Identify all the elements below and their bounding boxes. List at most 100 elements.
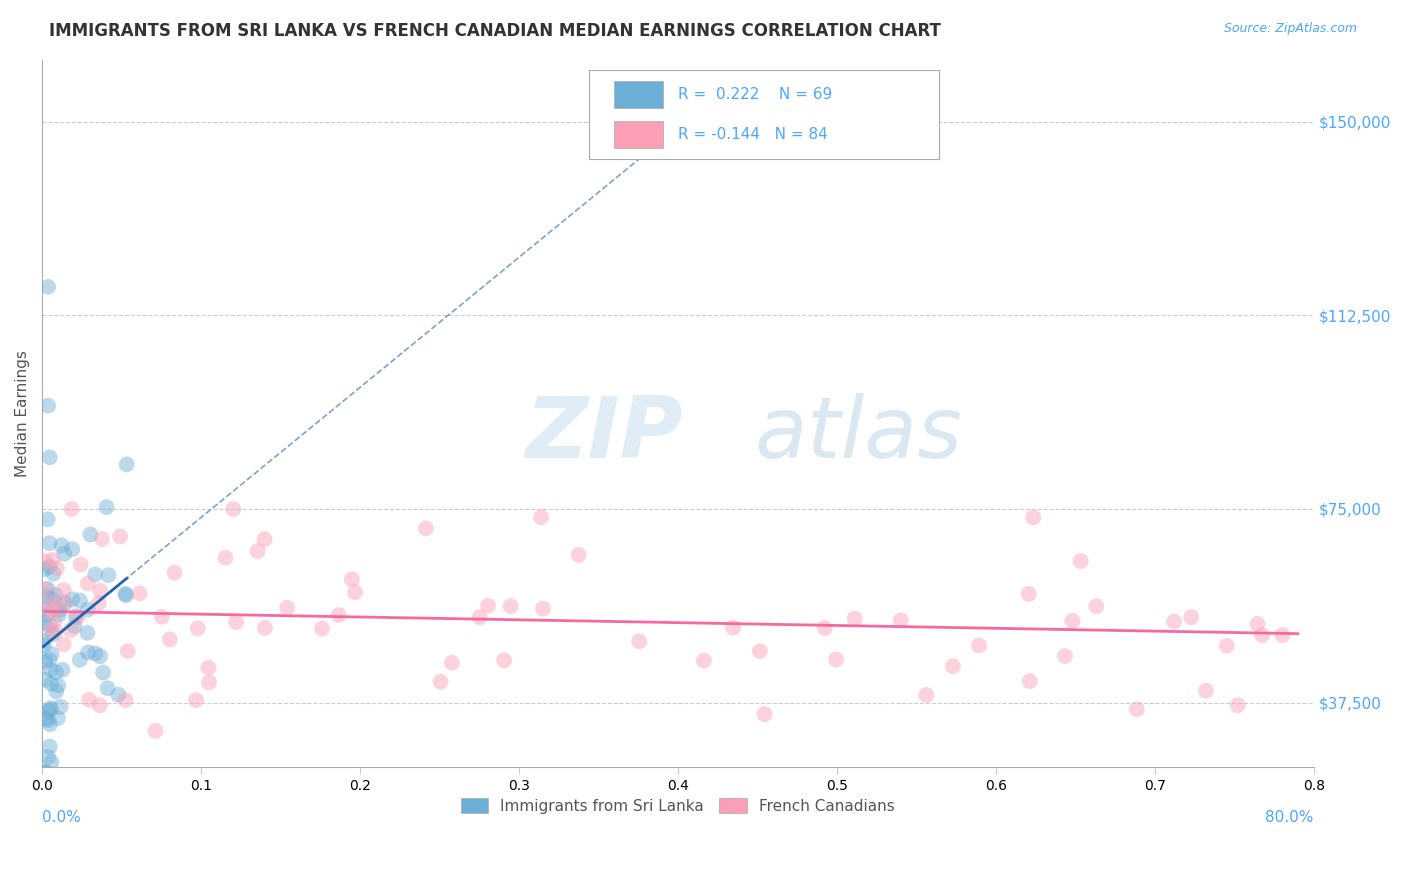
Point <box>84 567 107 582</box>
Point <box>39 717 62 731</box>
Point <box>198 675 221 690</box>
Point <box>46 678 69 692</box>
Point <box>37 713 59 727</box>
Point <box>34 562 56 576</box>
Point <box>494 653 516 667</box>
Point <box>60 502 83 516</box>
Point <box>44 588 66 602</box>
Point <box>38 559 60 574</box>
Point <box>41 592 63 607</box>
Point <box>440 656 463 670</box>
Point <box>35 765 58 780</box>
Point <box>34 654 56 668</box>
Point <box>1215 639 1237 653</box>
Point <box>184 693 207 707</box>
Point <box>34 600 56 615</box>
Point <box>1018 587 1040 601</box>
Point <box>69 653 91 667</box>
Point <box>748 644 770 658</box>
Point <box>35 712 58 726</box>
Point <box>63 619 86 633</box>
Point <box>159 632 181 647</box>
Point <box>76 625 98 640</box>
Point <box>114 693 136 707</box>
Text: R = -0.144   N = 84: R = -0.144 N = 84 <box>678 128 828 142</box>
Point <box>568 548 591 562</box>
Point <box>468 610 491 624</box>
Point <box>1163 615 1185 629</box>
Point <box>37 607 59 622</box>
Text: Source: ZipAtlas.com: Source: ZipAtlas.com <box>1223 22 1357 36</box>
Point <box>77 645 100 659</box>
Point <box>35 589 58 603</box>
Point <box>38 653 60 667</box>
Point <box>45 624 67 639</box>
Point <box>41 627 63 641</box>
Text: 80.0%: 80.0% <box>1265 810 1313 825</box>
Point <box>37 704 59 718</box>
Text: R =  0.222    N = 69: R = 0.222 N = 69 <box>678 87 832 102</box>
Point <box>69 593 91 607</box>
Point <box>41 647 63 661</box>
Point <box>1271 628 1294 642</box>
Point <box>38 450 60 465</box>
Point <box>499 599 522 614</box>
Point <box>967 639 990 653</box>
Point <box>39 663 62 677</box>
Point <box>108 530 131 544</box>
Point <box>890 613 912 627</box>
Point <box>39 701 62 715</box>
Point <box>89 649 111 664</box>
Point <box>115 588 138 602</box>
Point <box>37 280 59 294</box>
Point <box>1085 599 1108 614</box>
Point <box>34 582 56 597</box>
Point <box>1246 616 1268 631</box>
Bar <box>614 81 662 108</box>
Point <box>32 633 55 648</box>
Point <box>77 602 100 616</box>
Point <box>197 660 219 674</box>
Point <box>53 596 76 610</box>
Point <box>52 637 75 651</box>
Point <box>114 587 136 601</box>
Point <box>844 612 866 626</box>
Point <box>328 608 350 623</box>
Point <box>84 647 107 661</box>
Point <box>45 665 67 680</box>
Point <box>69 558 91 572</box>
Point <box>41 624 63 638</box>
Point <box>628 634 651 648</box>
Point <box>66 610 89 624</box>
Point <box>246 544 269 558</box>
Point <box>754 707 776 722</box>
Point <box>37 512 59 526</box>
Point <box>59 623 82 637</box>
Point <box>34 554 56 568</box>
Point <box>53 595 76 609</box>
Point <box>91 532 114 546</box>
Point <box>49 699 72 714</box>
Point <box>1054 649 1077 664</box>
Point <box>253 621 276 635</box>
Point <box>51 538 73 552</box>
Point <box>721 621 744 635</box>
Point <box>48 607 70 622</box>
Point <box>41 553 63 567</box>
Point <box>150 609 173 624</box>
Point <box>276 600 298 615</box>
Point <box>35 673 58 687</box>
Point <box>96 681 118 696</box>
Point <box>38 739 60 754</box>
Bar <box>614 121 662 148</box>
Point <box>1251 628 1274 642</box>
Point <box>1195 683 1218 698</box>
Point <box>187 621 209 635</box>
Point <box>87 596 110 610</box>
Point <box>530 510 553 524</box>
Point <box>60 592 83 607</box>
Point <box>96 500 118 515</box>
Point <box>60 542 83 557</box>
Point <box>38 536 60 550</box>
Point <box>128 586 150 600</box>
